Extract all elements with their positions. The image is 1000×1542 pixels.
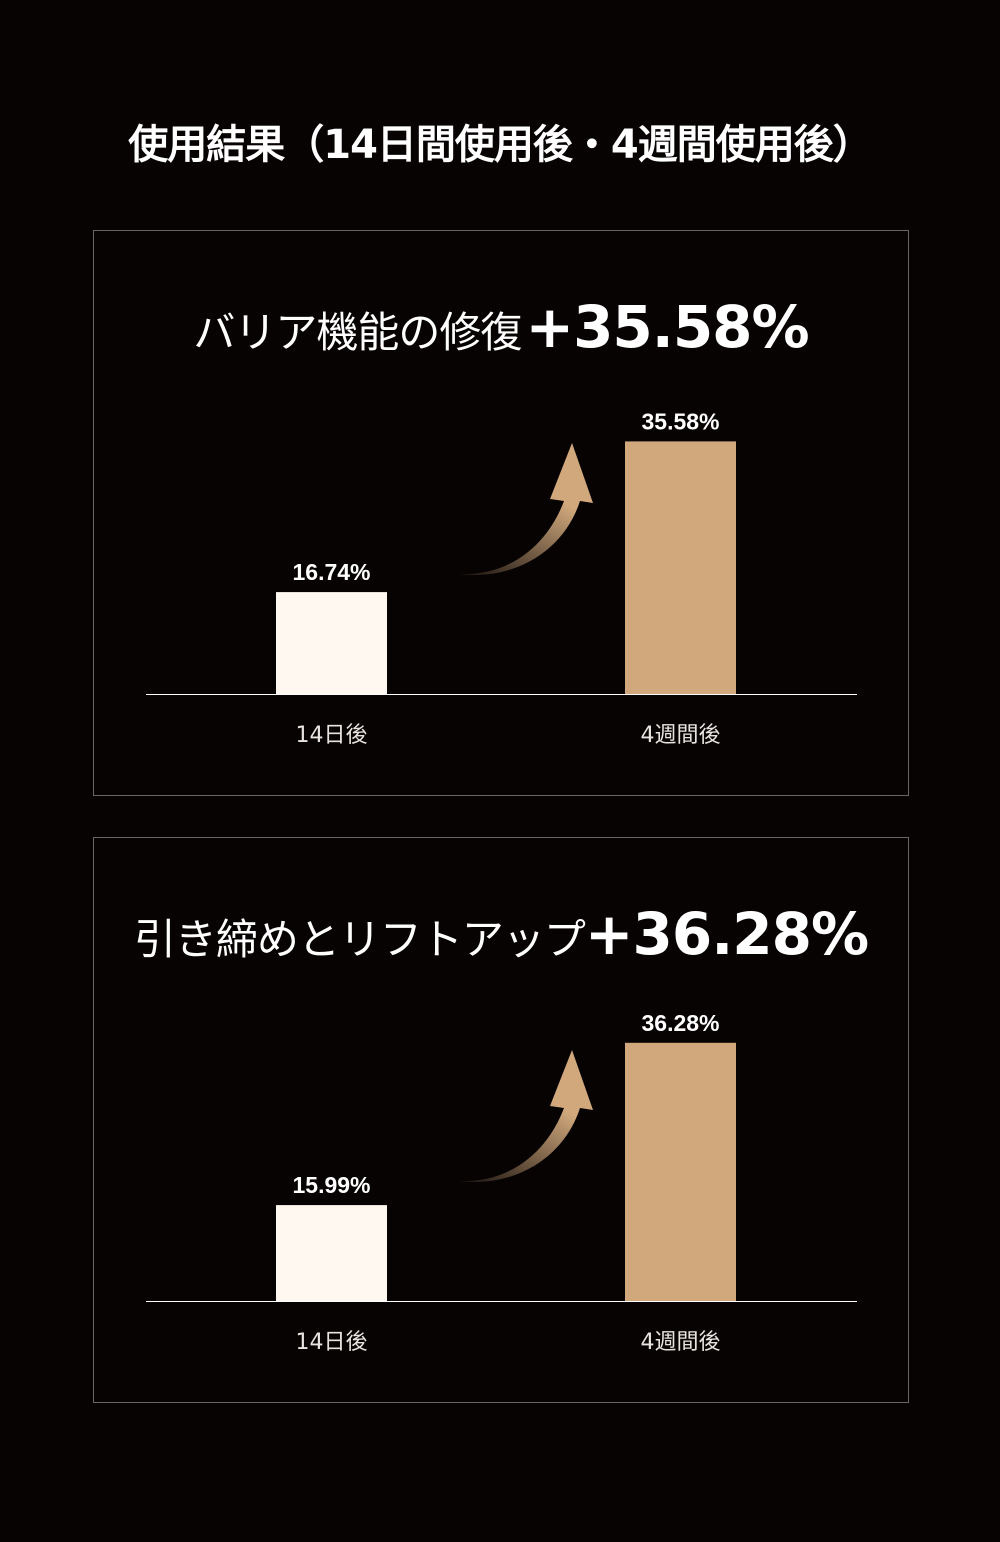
chart-title-value: +36.28% (584, 900, 869, 968)
bar-14-days (276, 1205, 387, 1301)
bar-value-label: 36.28% (641, 1010, 719, 1036)
page-title: 使用結果（14日間使用後・4週間使用後） (128, 122, 873, 168)
bar-value-label: 35.58% (641, 408, 719, 434)
bar-value-label: 15.99% (292, 1172, 370, 1198)
bar-14-days (276, 592, 387, 694)
bar-chart: 15.99% 14日後 36.28% 4週間後 (146, 1010, 857, 1355)
x-tick-label: 14日後 (296, 723, 368, 748)
x-tick-label: 4週間後 (641, 723, 721, 748)
curved-up-arrow-icon (459, 1050, 593, 1183)
x-tick-label: 4週間後 (641, 1330, 721, 1355)
chart-title: バリア機能の修復 +35.58% (94, 293, 908, 361)
chart-title-value: +35.58% (525, 293, 809, 361)
bar-4-weeks (625, 441, 736, 694)
chart-title-label: 引き締めとリフトアップ (133, 915, 586, 964)
curved-up-arrow-icon (459, 443, 593, 576)
chart-title-label: バリア機能の修復 (193, 308, 522, 357)
chart-panel-lift: 引き締めとリフトアップ+36.28% 15.99% 14日後 36.28% 4週間後 (93, 837, 909, 1403)
x-tick-label: 14日後 (296, 1330, 368, 1355)
bar-value-label: 16.74% (292, 559, 370, 585)
chart-panel-barrier: バリア機能の修復 +35.58% 16.74% 14日後 35.58% 4週間後 (93, 230, 909, 796)
bar-chart: 16.74% 14日後 35.58% 4週間後 (146, 408, 857, 748)
chart-title: 引き締めとリフトアップ+36.28% (94, 900, 908, 968)
bar-4-weeks (625, 1042, 736, 1301)
